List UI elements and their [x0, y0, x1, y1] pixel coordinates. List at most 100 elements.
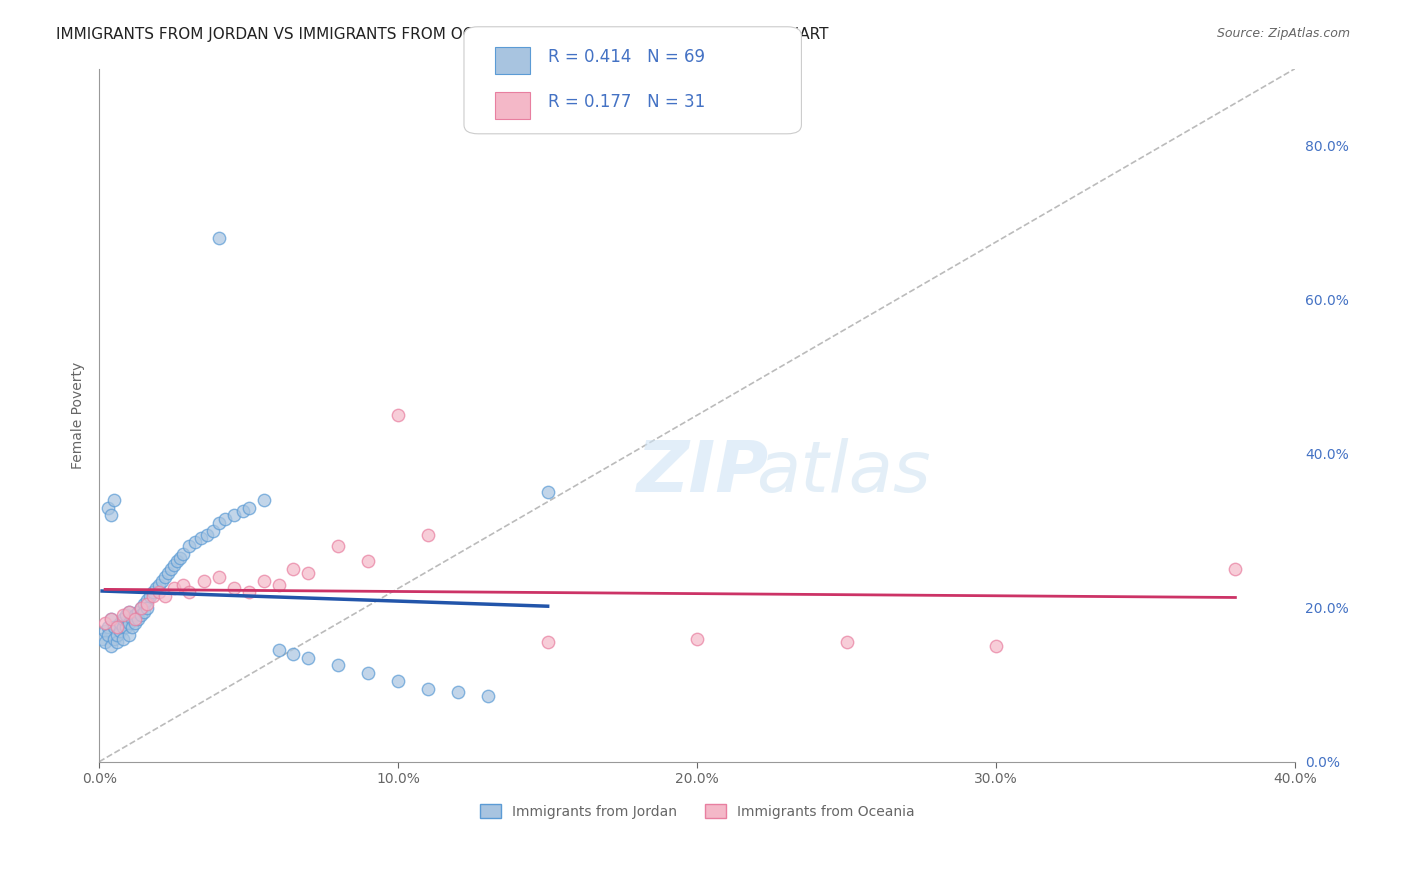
Immigrants from Jordan: [150, 574, 173, 588]
Immigrants from Jordan: [108, 616, 131, 631]
Immigrants from Jordan: [214, 512, 236, 526]
Immigrants from Oceania: [100, 612, 122, 626]
Immigrants from Oceania: [1225, 562, 1247, 576]
Immigrants from Jordan: [97, 627, 120, 641]
Immigrants from Jordan: [129, 608, 152, 623]
Immigrants from Oceania: [416, 527, 439, 541]
Immigrants from Oceania: [94, 616, 117, 631]
Immigrants from Oceania: [283, 562, 305, 576]
Immigrants from Jordan: [108, 624, 131, 638]
Immigrants from Jordan: [267, 643, 290, 657]
Immigrants from Oceania: [267, 577, 290, 591]
Text: Source: ZipAtlas.com: Source: ZipAtlas.com: [1216, 27, 1350, 40]
Immigrants from Jordan: [297, 650, 319, 665]
Immigrants from Jordan: [103, 632, 125, 646]
Immigrants from Jordan: [387, 673, 409, 688]
Immigrants from Jordan: [145, 582, 167, 596]
Immigrants from Jordan: [132, 597, 155, 611]
Immigrants from Jordan: [190, 532, 212, 546]
Immigrants from Jordan: [124, 608, 146, 623]
Legend: Immigrants from Jordan, Immigrants from Oceania: Immigrants from Jordan, Immigrants from …: [474, 798, 920, 824]
Immigrants from Oceania: [222, 582, 245, 596]
Immigrants from Jordan: [118, 627, 141, 641]
Immigrants from Jordan: [124, 616, 146, 631]
Immigrants from Jordan: [160, 562, 183, 576]
Immigrants from Jordan: [105, 627, 128, 641]
Immigrants from Jordan: [477, 690, 499, 704]
Immigrants from Jordan: [153, 570, 176, 584]
Immigrants from Jordan: [112, 620, 135, 634]
Immigrants from Oceania: [148, 585, 170, 599]
Immigrants from Jordan: [103, 492, 125, 507]
Immigrants from Oceania: [153, 589, 176, 603]
Immigrants from Jordan: [97, 500, 120, 515]
Y-axis label: Female Poverty: Female Poverty: [72, 361, 86, 469]
Immigrants from Oceania: [129, 600, 152, 615]
Immigrants from Oceania: [124, 612, 146, 626]
Immigrants from Jordan: [91, 632, 114, 646]
Immigrants from Jordan: [118, 605, 141, 619]
Immigrants from Jordan: [195, 527, 218, 541]
Immigrants from Oceania: [686, 632, 709, 646]
Immigrants from Jordan: [416, 681, 439, 696]
Immigrants from Jordan: [208, 516, 231, 530]
Immigrants from Oceania: [835, 635, 858, 649]
Immigrants from Jordan: [357, 666, 380, 681]
Immigrants from Jordan: [238, 500, 260, 515]
Immigrants from Jordan: [447, 685, 470, 699]
Text: IMMIGRANTS FROM JORDAN VS IMMIGRANTS FROM OCEANIA FEMALE POVERTY CORRELATION CHA: IMMIGRANTS FROM JORDAN VS IMMIGRANTS FRO…: [56, 27, 828, 42]
Immigrants from Oceania: [163, 582, 186, 596]
Immigrants from Jordan: [184, 535, 207, 549]
Text: ZIP: ZIP: [637, 438, 769, 508]
Immigrants from Jordan: [139, 589, 162, 603]
Immigrants from Jordan: [169, 550, 191, 565]
Immigrants from Jordan: [100, 508, 122, 523]
Immigrants from Jordan: [97, 620, 120, 634]
Immigrants from Oceania: [112, 608, 135, 623]
Immigrants from Oceania: [297, 566, 319, 580]
Immigrants from Jordan: [166, 554, 188, 568]
Immigrants from Jordan: [103, 620, 125, 634]
Immigrants from Jordan: [94, 635, 117, 649]
Immigrants from Jordan: [115, 608, 138, 623]
Immigrants from Jordan: [232, 504, 254, 518]
Immigrants from Jordan: [142, 585, 165, 599]
Immigrants from Jordan: [129, 600, 152, 615]
Immigrants from Jordan: [156, 566, 179, 580]
Immigrants from Oceania: [136, 597, 159, 611]
Immigrants from Jordan: [132, 605, 155, 619]
Immigrants from Jordan: [127, 612, 149, 626]
Immigrants from Jordan: [112, 632, 135, 646]
Immigrants from Jordan: [328, 658, 350, 673]
Immigrants from Oceania: [252, 574, 274, 588]
Immigrants from Oceania: [193, 574, 215, 588]
Immigrants from Oceania: [986, 639, 1008, 653]
Immigrants from Oceania: [142, 589, 165, 603]
Immigrants from Jordan: [172, 547, 194, 561]
Immigrants from Oceania: [208, 570, 231, 584]
Immigrants from Jordan: [94, 624, 117, 638]
Immigrants from Jordan: [121, 612, 143, 626]
Immigrants from Oceania: [177, 585, 200, 599]
Text: R = 0.177   N = 31: R = 0.177 N = 31: [548, 93, 706, 111]
Immigrants from Oceania: [328, 539, 350, 553]
Immigrants from Oceania: [537, 635, 560, 649]
Immigrants from Jordan: [136, 600, 159, 615]
Immigrants from Jordan: [252, 492, 274, 507]
Immigrants from Jordan: [222, 508, 245, 523]
Immigrants from Jordan: [537, 485, 560, 500]
Text: atlas: atlas: [756, 438, 931, 508]
Immigrants from Jordan: [121, 620, 143, 634]
Immigrants from Oceania: [105, 620, 128, 634]
Immigrants from Jordan: [100, 612, 122, 626]
Immigrants from Jordan: [177, 539, 200, 553]
Immigrants from Jordan: [105, 635, 128, 649]
Immigrants from Oceania: [357, 554, 380, 568]
Immigrants from Jordan: [136, 593, 159, 607]
Immigrants from Jordan: [283, 647, 305, 661]
Immigrants from Jordan: [112, 612, 135, 626]
Immigrants from Jordan: [118, 616, 141, 631]
Immigrants from Jordan: [127, 605, 149, 619]
Immigrants from Jordan: [148, 577, 170, 591]
Immigrants from Jordan: [100, 639, 122, 653]
